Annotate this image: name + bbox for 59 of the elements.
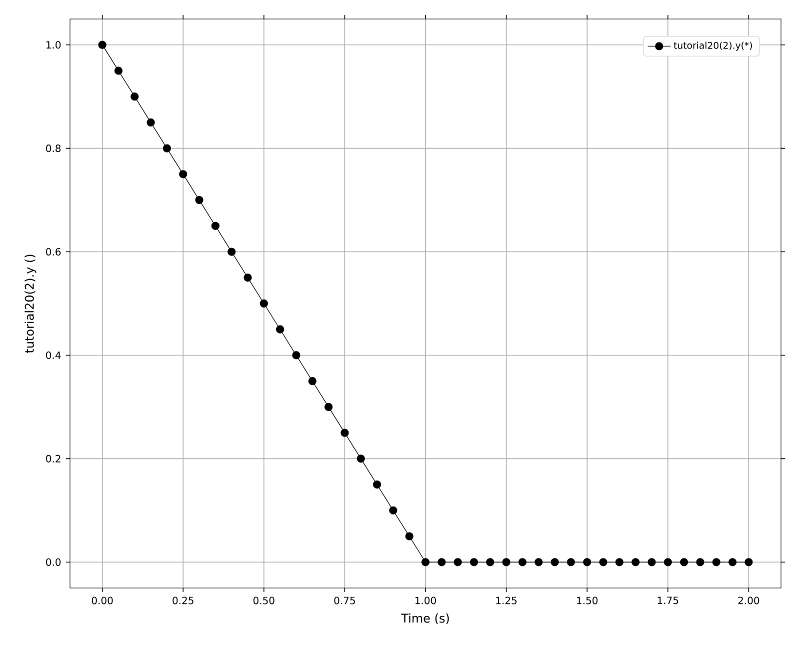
- y-tick-label: 0.2: [46, 454, 60, 462]
- point: [389, 506, 398, 514]
- x-tick-label: 2.00: [738, 596, 760, 604]
- x-tick-label: 0.75: [334, 596, 355, 604]
- point: [114, 66, 123, 75]
- x-tick-label: 1.50: [577, 596, 598, 604]
- x-tick-label: 1.25: [496, 596, 517, 604]
- y-tick-label: 0.8: [46, 144, 61, 152]
- point: [486, 558, 494, 566]
- point: [518, 558, 527, 566]
- point: [648, 558, 656, 566]
- point: [130, 92, 139, 101]
- point: [372, 480, 382, 489]
- point: [566, 558, 576, 566]
- point: [162, 144, 172, 152]
- legend-label: tutorial20(2).y(*): [674, 42, 752, 51]
- point: [340, 428, 349, 437]
- point: [599, 558, 608, 566]
- point: [98, 40, 106, 49]
- point: [680, 558, 688, 566]
- x-tick-label: 0.00: [92, 596, 113, 604]
- point: [534, 558, 543, 566]
- point: [276, 325, 284, 334]
- point: [664, 558, 672, 566]
- point: [324, 402, 333, 412]
- point: [728, 558, 737, 566]
- x-axis-title: Time (s): [401, 613, 449, 624]
- point: [744, 558, 753, 566]
- point: [260, 299, 268, 308]
- point: [696, 558, 704, 566]
- point: [583, 558, 592, 566]
- point: [292, 351, 300, 360]
- point: [712, 558, 720, 566]
- point: [502, 558, 510, 566]
- point: [470, 558, 478, 566]
- point: [454, 558, 462, 566]
- x-tick-label: 0.25: [172, 596, 194, 604]
- y-tick-label: 0.6: [46, 248, 61, 256]
- point: [308, 377, 316, 386]
- point: [615, 558, 624, 566]
- point: [211, 222, 220, 230]
- point: [179, 170, 188, 178]
- y-axis-title: tutorial20(2).y (): [24, 254, 36, 354]
- y-tick-label: 0.4: [46, 351, 61, 360]
- point: [421, 558, 430, 566]
- point: [632, 558, 640, 566]
- point: [146, 118, 155, 127]
- point: [356, 454, 365, 463]
- x-tick-label: 1.00: [415, 596, 436, 604]
- point: [550, 558, 559, 566]
- point: [228, 248, 236, 256]
- x-tick-label: 1.75: [658, 596, 678, 604]
- point: [244, 274, 252, 282]
- y-tick-label: 1.0: [46, 41, 61, 49]
- x-tick-label: 0.50: [253, 596, 274, 604]
- y-tick-label: 0.0: [46, 558, 61, 566]
- point: [438, 558, 446, 566]
- point: [405, 532, 414, 540]
- point: [195, 196, 204, 204]
